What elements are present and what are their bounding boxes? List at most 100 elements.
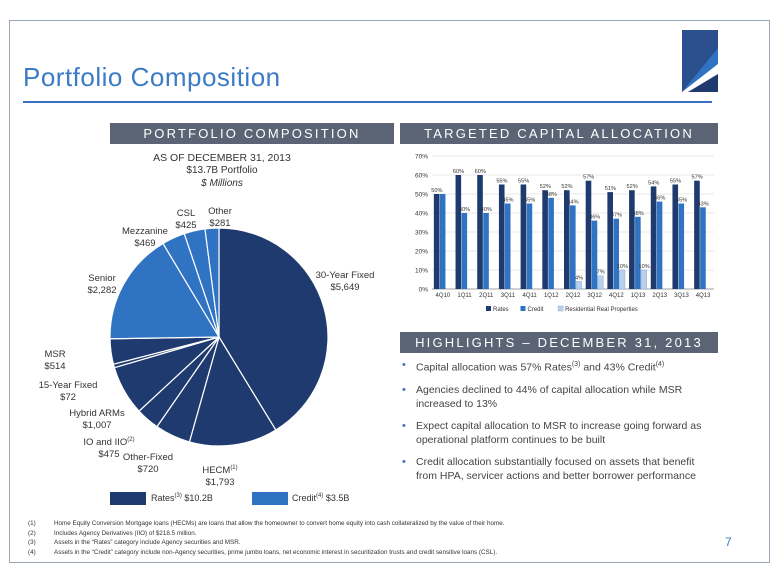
bar-xtick-label: 1Q11 <box>457 293 472 299</box>
bar-xtick-label: 4Q13 <box>696 293 711 299</box>
bar-residential-real-properties-2q12 <box>575 281 582 290</box>
bar-data-label: 54% <box>648 180 659 186</box>
bar-xtick-label: 3Q13 <box>674 293 689 299</box>
bar-legend-label: Residential Real Properties <box>565 307 638 313</box>
bar-credit-3q11 <box>504 203 511 289</box>
footnote-text: Includes Agency Derivatives (IIO) of $21… <box>54 529 197 537</box>
bar-credit-1q13 <box>635 216 641 289</box>
pie-slice-30-year-fixed <box>218 227 329 431</box>
bar-xtick-label: 4Q10 <box>436 293 451 299</box>
pie-label-text: Mezzanine <box>122 226 168 237</box>
bar-data-label: 46% <box>654 196 665 202</box>
highlights-list: • Capital allocation was 57% Rates(3) and… <box>400 358 718 491</box>
bar-data-label: 40% <box>459 207 470 213</box>
bar-xtick-label: 2Q12 <box>566 293 581 299</box>
pie-label-senior: Senior $2,282 <box>72 273 132 297</box>
capital-allocation-bar-chart: 0% 10% 20% 30% 40% 50% 60% 70% 50% 4Q10 60% 40% 1Q11… <box>415 154 714 313</box>
bar-data-label: 45% <box>676 198 687 204</box>
bar-xtick-label: 2Q11 <box>479 293 494 299</box>
pie-date-subtitle: AS OF DECEMBER 31, 2013 <box>153 152 291 164</box>
bar-data-label: 52% <box>540 184 551 190</box>
highlights-header: HIGHLIGHTS – DECEMBER 31, 2013 <box>400 332 718 353</box>
bar-data-label: 7% <box>597 270 605 276</box>
legend-credit-swatch <box>252 492 288 505</box>
bullet-icon: • <box>402 419 406 432</box>
legend-rates-swatch <box>110 492 146 505</box>
targeted-capital-allocation-header: TARGETED CAPITAL ALLOCATION <box>400 123 718 144</box>
bar-data-label: 48% <box>546 192 557 198</box>
bar-credit-3q12 <box>591 220 598 289</box>
bar-residential-real-properties-4q12 <box>619 269 626 290</box>
pie-label-text: 30-Year Fixed <box>315 270 375 281</box>
bar-xtick-label: 1Q13 <box>631 293 646 299</box>
pie-label-text: Hybrid ARMs <box>69 408 125 419</box>
portfolio-composition-header: PORTFOLIO COMPOSITION <box>110 123 394 144</box>
pie-slice-hecm <box>188 335 277 447</box>
bar-legend-swatch <box>486 306 491 311</box>
pie-label-text: HECM(1) <box>202 465 238 477</box>
bar-xtick-label: 3Q11 <box>501 293 516 299</box>
bar-rates-3q11 <box>498 184 505 289</box>
bar-data-label: 38% <box>632 211 643 217</box>
bar-credit-4q13 <box>700 207 706 289</box>
bar-credit-4q10 <box>439 194 446 289</box>
bar-credit-4q12 <box>613 218 619 289</box>
footnote-number: (2) <box>28 529 36 537</box>
footnote-text: Assets in the “Credit” category include … <box>54 548 498 556</box>
bar-residential-real-properties-3q12 <box>597 275 604 290</box>
bar-data-label: 44% <box>567 199 578 205</box>
highlight-text: Agencies declined to 44% of capital allo… <box>416 383 683 410</box>
pie-label-value: $720 <box>137 464 159 475</box>
footnote-number: (1) <box>28 520 36 527</box>
pie-label-msr: MSR $514 <box>30 349 80 373</box>
pie-label-value: $1,793 <box>205 477 235 489</box>
bar-ytick-label: 50% <box>415 192 428 199</box>
pie-label-value: $5,649 <box>330 282 360 293</box>
bar-xtick-label: 2Q13 <box>652 293 667 299</box>
highlight-item: • Agencies declined to 44% of capital all… <box>400 383 718 411</box>
page-number: 7 <box>725 535 732 549</box>
bar-data-label: 57% <box>583 175 594 181</box>
pie-label-text: IO and IIO(2) <box>83 437 135 449</box>
pie-label-hecm: HECM(1) $1,793 <box>180 462 260 489</box>
pie-label-value: $514 <box>44 361 66 372</box>
bar-rates-4q11 <box>520 184 527 289</box>
bar-rates-1q12 <box>542 190 548 289</box>
legend-rates-label: Rates(3) $10.2B <box>151 493 213 503</box>
highlight-item: • Credit allocation substantially focused… <box>400 455 718 483</box>
pie-total-subtitle: $13.7B Portfolio <box>186 165 258 176</box>
bar-credit-4q11 <box>526 203 533 289</box>
bar-xtick-label: 1Q12 <box>544 293 559 299</box>
bar-xtick-label: 4Q12 <box>609 293 624 299</box>
company-logo <box>682 30 718 92</box>
pie-unit-subtitle: $ Millions <box>201 178 243 189</box>
bar-data-label: 52% <box>561 184 572 190</box>
pie-label-text: MSR <box>44 349 66 360</box>
highlight-text: Expect capital allocation to MSR to incr… <box>416 419 702 446</box>
pie-label-text: Senior <box>88 273 116 284</box>
pie-label-hybrid-arms: Hybrid ARMs $1,007 <box>52 408 142 432</box>
bar-data-label: 57% <box>692 175 703 181</box>
bar-data-label: 50% <box>431 188 442 194</box>
pie-label-value: $2,282 <box>87 285 117 296</box>
pie-slice-other <box>204 227 220 338</box>
pie-label-value: $425 <box>175 220 197 231</box>
footnote-text: Home Equity Conversion Mortgage loans (H… <box>54 520 505 527</box>
footnote-text: Assets in the “Rates” category include A… <box>54 539 241 546</box>
bar-xtick-label: 4Q11 <box>522 293 537 299</box>
bar-data-label: 51% <box>605 186 616 192</box>
bar-data-label: 36% <box>589 215 600 221</box>
highlight-item: • Expect capital allocation to MSR to inc… <box>400 419 718 447</box>
pie-label-value: $281 <box>209 218 231 229</box>
bar-legend-swatch <box>557 305 564 312</box>
bar-rates-4q13 <box>694 180 700 289</box>
pie-label-value: $469 <box>134 238 156 249</box>
bar-credit-2q13 <box>656 201 663 289</box>
bar-ytick-label: 60% <box>415 173 428 180</box>
bullet-icon: • <box>402 383 406 396</box>
bar-data-label: 55% <box>670 179 681 185</box>
bar-credit-3q13 <box>678 203 685 289</box>
bar-residential-real-properties-1q13 <box>640 269 647 290</box>
bar-ytick-label: 10% <box>415 268 428 275</box>
